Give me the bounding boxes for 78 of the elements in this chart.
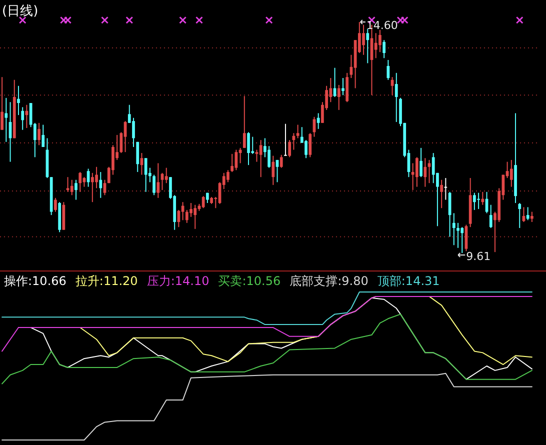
candlestick	[42, 124, 45, 148]
candlestick	[17, 85, 20, 116]
candlestick	[477, 192, 480, 210]
candlestick	[226, 170, 230, 183]
candlestick	[185, 209, 188, 224]
candlestick	[152, 174, 156, 196]
candlestick	[526, 206, 530, 221]
text: 底部支撑:9.80	[290, 274, 368, 288]
candlestick	[386, 59, 390, 80]
candlestick	[230, 153, 234, 172]
candlestick	[432, 152, 435, 184]
candlestick	[308, 132, 312, 158]
candlestick	[21, 106, 24, 130]
candlestick	[251, 136, 254, 154]
candlestick	[428, 159, 431, 184]
candlestick	[362, 24, 365, 56]
candlestick	[440, 179, 444, 209]
candlestick	[242, 96, 246, 148]
candlestick	[190, 202, 192, 218]
candlestick	[4, 97, 8, 142]
candlestick	[144, 158, 148, 192]
candlestick	[481, 191, 484, 206]
candlestick	[366, 28, 370, 64]
candlestick	[342, 78, 344, 96]
candlestick	[518, 202, 522, 228]
text: 买卖:10.56	[218, 274, 281, 288]
candlestick	[38, 122, 40, 146]
candlestick	[456, 222, 460, 248]
candlestick	[473, 192, 476, 210]
candlestick	[99, 171, 102, 198]
candlestick	[136, 141, 140, 172]
candlestick	[202, 196, 205, 209]
candlestick	[0, 76, 4, 130]
candlestick	[444, 178, 448, 200]
candlestick	[316, 112, 320, 130]
candlestick	[78, 171, 82, 192]
candlestick	[66, 176, 70, 192]
candlestick	[452, 212, 456, 246]
annotation: 9.61	[466, 250, 491, 263]
annotation: 14.60	[366, 19, 398, 32]
candlestick	[415, 156, 418, 188]
chart-title: (日线)	[2, 4, 38, 19]
candlestick	[510, 159, 513, 188]
candlestick	[255, 149, 258, 162]
candlestick	[272, 155, 275, 186]
candlestick	[489, 204, 492, 228]
candlestick	[337, 84, 340, 110]
candlestick	[280, 154, 283, 168]
candlestick	[156, 162, 160, 198]
text: 拉升:11.20	[75, 274, 138, 288]
candlestick	[420, 147, 422, 178]
candlestick	[304, 140, 308, 159]
text: 压力:14.10	[146, 274, 210, 288]
candlestick	[164, 167, 168, 184]
candlestick	[374, 32, 378, 59]
candlestick	[86, 168, 90, 188]
candlestick	[95, 166, 98, 189]
candlestick	[530, 211, 534, 222]
candlestick	[90, 172, 94, 203]
candlestick	[54, 197, 57, 212]
candlestick	[194, 204, 197, 230]
candlestick	[296, 124, 300, 139]
candlestick	[268, 146, 270, 168]
candlestick	[382, 40, 386, 59]
candlestick	[74, 179, 78, 200]
candlestick	[394, 72, 398, 122]
candlestick	[259, 140, 262, 178]
candlestick	[132, 117, 135, 148]
candlestick	[177, 209, 180, 228]
candlestick	[247, 132, 250, 166]
candlestick	[460, 226, 464, 254]
candlestick	[284, 123, 287, 156]
candlestick	[378, 29, 382, 53]
text: 操作:10.66	[4, 274, 66, 288]
candlestick	[288, 140, 292, 158]
candlestick	[70, 179, 74, 196]
candlestick	[424, 158, 427, 188]
series-label: 顶部:14.31	[377, 274, 440, 288]
